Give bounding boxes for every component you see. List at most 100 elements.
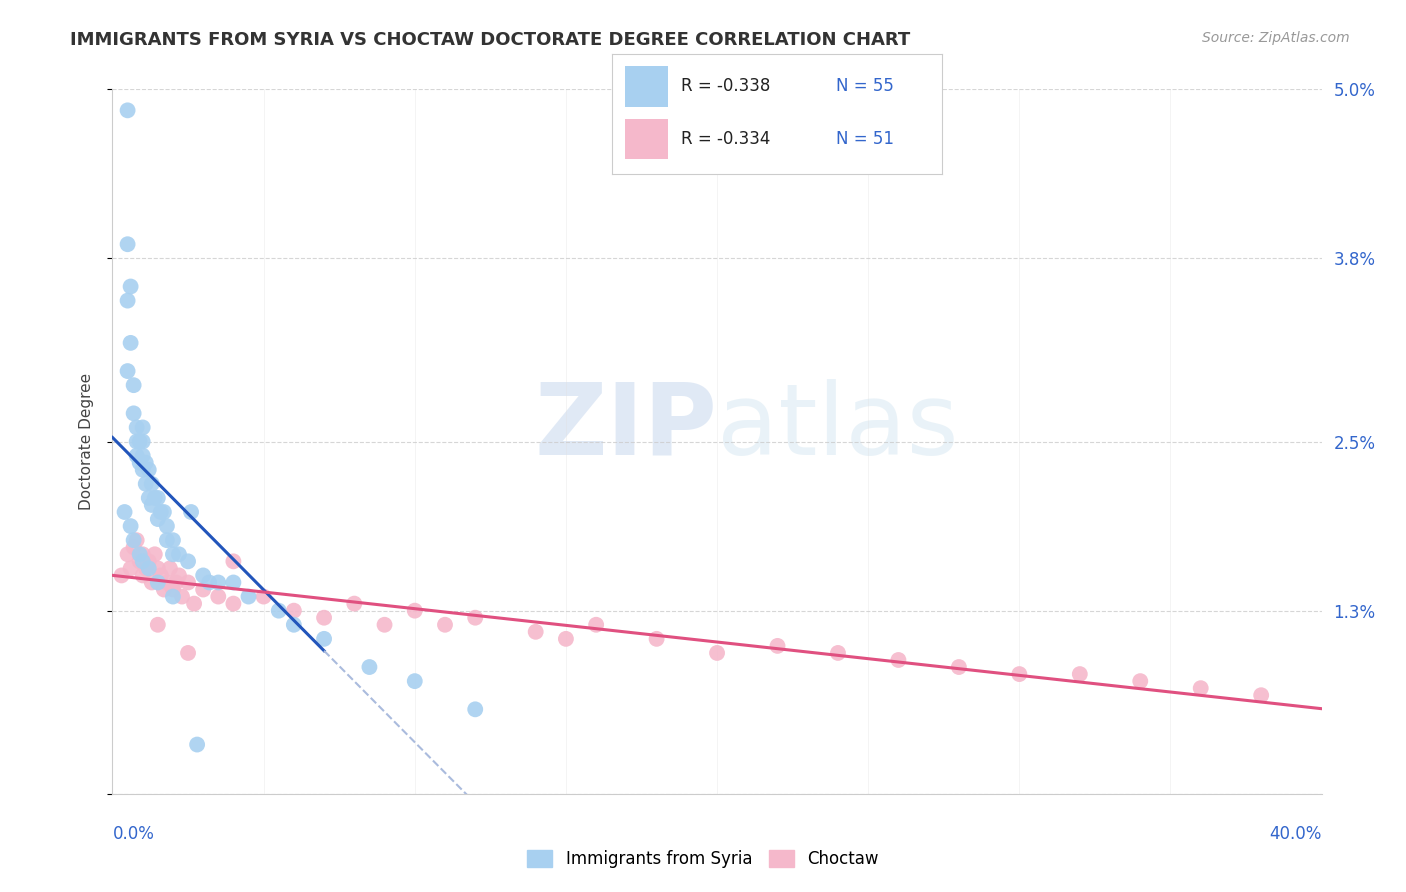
- Text: ZIP: ZIP: [534, 379, 717, 476]
- FancyBboxPatch shape: [624, 65, 668, 106]
- Point: [132, 568, 155, 582]
- Point: [524, 624, 547, 639]
- Point: [253, 590, 276, 604]
- Point: [120, 519, 142, 533]
- Point: [464, 702, 486, 716]
- Point: [146, 491, 169, 505]
- Y-axis label: Doctorate Degree: Doctorate Degree: [79, 373, 94, 510]
- Point: [128, 547, 150, 561]
- Text: N = 55: N = 55: [837, 77, 894, 95]
- Point: [238, 590, 260, 604]
- Point: [156, 519, 179, 533]
- Point: [146, 561, 169, 575]
- Point: [120, 561, 142, 575]
- Point: [120, 335, 142, 350]
- Point: [122, 533, 145, 548]
- Point: [132, 547, 155, 561]
- Point: [146, 575, 169, 590]
- Point: [359, 660, 381, 674]
- Text: 0.0%: 0.0%: [112, 825, 155, 843]
- Point: [948, 660, 970, 674]
- Point: [1189, 681, 1212, 696]
- Point: [132, 420, 155, 434]
- Point: [404, 674, 426, 689]
- Point: [1069, 667, 1091, 681]
- Point: [165, 575, 187, 590]
- Point: [128, 456, 150, 470]
- Text: R = -0.338: R = -0.338: [681, 77, 770, 95]
- Point: [177, 554, 200, 568]
- Point: [132, 554, 155, 568]
- Point: [283, 617, 305, 632]
- Point: [207, 575, 229, 590]
- Point: [706, 646, 728, 660]
- Point: [138, 491, 160, 505]
- Point: [132, 434, 155, 449]
- Point: [135, 456, 157, 470]
- Point: [162, 590, 184, 604]
- FancyBboxPatch shape: [624, 119, 668, 160]
- Point: [1250, 688, 1272, 702]
- Point: [141, 476, 163, 491]
- Point: [645, 632, 668, 646]
- Point: [138, 561, 160, 575]
- Point: [585, 617, 607, 632]
- Point: [120, 279, 142, 293]
- Point: [143, 491, 166, 505]
- Point: [146, 617, 169, 632]
- Point: [314, 610, 336, 624]
- Point: [117, 293, 139, 308]
- Point: [110, 568, 132, 582]
- Point: [314, 632, 336, 646]
- Point: [167, 547, 190, 561]
- Point: [128, 554, 150, 568]
- Point: [374, 617, 396, 632]
- Point: [343, 597, 366, 611]
- Point: [198, 575, 221, 590]
- Point: [766, 639, 789, 653]
- Point: [434, 617, 457, 632]
- Point: [183, 597, 205, 611]
- Point: [122, 540, 145, 554]
- Point: [149, 568, 172, 582]
- Point: [162, 582, 184, 597]
- Point: [128, 434, 150, 449]
- Point: [283, 604, 305, 618]
- Point: [222, 597, 245, 611]
- Point: [1129, 674, 1152, 689]
- Legend: Immigrants from Syria, Choctaw: Immigrants from Syria, Choctaw: [520, 843, 886, 875]
- Point: [191, 568, 215, 582]
- Text: R = -0.334: R = -0.334: [681, 130, 770, 148]
- Point: [554, 632, 576, 646]
- Text: N = 51: N = 51: [837, 130, 894, 148]
- Point: [117, 547, 139, 561]
- Point: [156, 533, 179, 548]
- Point: [125, 434, 148, 449]
- Text: IMMIGRANTS FROM SYRIA VS CHOCTAW DOCTORATE DEGREE CORRELATION CHART: IMMIGRANTS FROM SYRIA VS CHOCTAW DOCTORA…: [70, 31, 911, 49]
- Point: [125, 449, 148, 463]
- Point: [167, 568, 190, 582]
- Text: 40.0%: 40.0%: [1270, 825, 1322, 843]
- Point: [191, 582, 215, 597]
- Point: [132, 463, 155, 477]
- Point: [887, 653, 910, 667]
- Point: [141, 575, 163, 590]
- Point: [159, 561, 181, 575]
- Point: [122, 406, 145, 420]
- Point: [122, 378, 145, 392]
- Point: [170, 590, 193, 604]
- Point: [153, 505, 176, 519]
- Point: [207, 590, 229, 604]
- Point: [143, 547, 166, 561]
- Point: [186, 738, 208, 752]
- Point: [132, 449, 155, 463]
- Point: [827, 646, 849, 660]
- Point: [404, 604, 426, 618]
- Point: [222, 554, 245, 568]
- Point: [153, 582, 176, 597]
- Text: atlas: atlas: [717, 379, 959, 476]
- Point: [149, 505, 172, 519]
- Point: [222, 575, 245, 590]
- Point: [177, 575, 200, 590]
- Point: [180, 505, 202, 519]
